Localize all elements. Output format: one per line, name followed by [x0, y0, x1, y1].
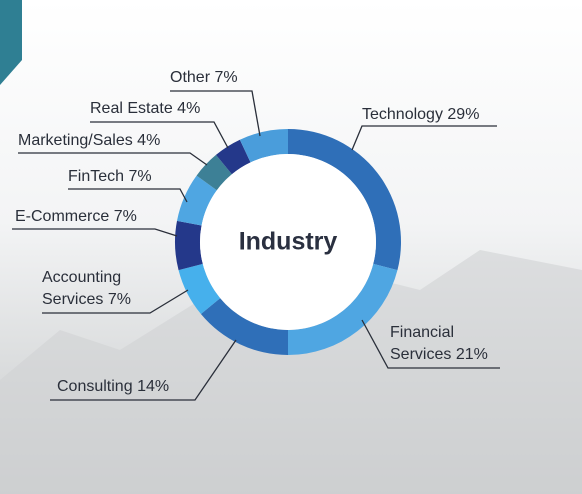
category-name: Other [170, 69, 211, 86]
category-name: Accounting Services [42, 269, 122, 308]
slice-label: E-Commerce 7% [15, 206, 165, 228]
category-name: Technology [362, 106, 443, 123]
donut-slice [288, 129, 401, 271]
category-name: Consulting [57, 378, 133, 395]
slice-label: Marketing/Sales 4% [18, 130, 198, 152]
percent-label: 7% [107, 291, 131, 308]
percent-label: 7% [128, 168, 152, 185]
percent-label: 21% [455, 346, 488, 363]
category-name: E-Commerce [15, 208, 110, 225]
slice-label: Real Estate 4% [90, 98, 220, 120]
donut-slice [239, 129, 288, 163]
category-name: FinTech [68, 168, 125, 185]
percent-label: 4% [137, 132, 161, 149]
percent-label: 7% [214, 69, 238, 86]
slice-label: Other 7% [170, 67, 260, 89]
percent-label: 29% [447, 106, 480, 123]
percent-label: 14% [137, 378, 170, 395]
leader-line [50, 339, 237, 401]
donut-slice [196, 154, 232, 191]
leader-line [170, 90, 261, 137]
leader-line [90, 121, 229, 149]
slice-label: Technology 29% [362, 104, 522, 126]
donut-slice [178, 263, 221, 315]
percent-label: 7% [113, 208, 137, 225]
category-name: Financial Services [390, 324, 455, 363]
donut-hole [200, 154, 376, 330]
category-name: Real Estate [90, 100, 173, 117]
slice-label: Financial Services 21% [390, 322, 510, 366]
leader-line [68, 188, 188, 203]
leader-line [42, 289, 189, 314]
chart-title: Industry [239, 228, 338, 256]
leader-line [12, 228, 178, 237]
percent-label: 4% [177, 100, 201, 117]
background-hills [0, 250, 582, 494]
category-name: Marketing/Sales [18, 132, 133, 149]
donut-slice [288, 263, 398, 355]
donut-slice [177, 175, 217, 226]
donut-slice [175, 220, 203, 271]
leader-line [18, 152, 208, 166]
slice-label: Accounting Services 7% [42, 267, 147, 311]
corner-stripe [0, 0, 22, 85]
leader-line [351, 125, 497, 151]
donut-slice [200, 298, 288, 355]
slice-label: Consulting 14% [57, 376, 197, 398]
slice-label: FinTech 7% [68, 166, 188, 188]
donut-slice [215, 139, 251, 175]
leader-line [361, 319, 500, 369]
